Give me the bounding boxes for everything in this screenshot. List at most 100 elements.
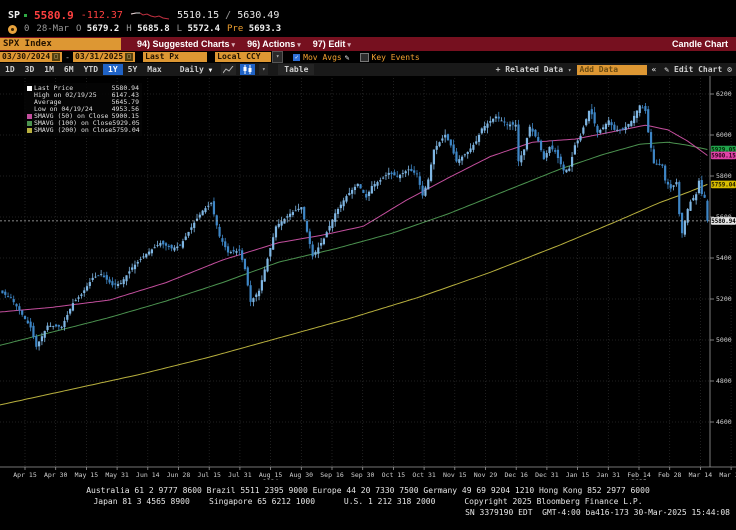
legend-marker — [27, 121, 32, 126]
related-data-button[interactable]: + Related Data ▾ — [495, 65, 572, 74]
date-from-field[interactable]: 03/30/2024 □ — [0, 52, 63, 62]
calendar-icon[interactable]: □ — [125, 53, 134, 61]
intraday-sparkline — [130, 12, 170, 19]
line-chart-icon[interactable] — [221, 64, 237, 75]
candle-chart-icon[interactable] — [240, 64, 256, 75]
svg-text:Dec 16: Dec 16 — [504, 471, 528, 479]
price-chart-canvas[interactable]: 620060005800560054005200500048004600Apr … — [0, 76, 736, 480]
market-status-icon — [8, 24, 17, 34]
collapse-panel-icon[interactable]: « — [651, 65, 657, 74]
currency-select[interactable]: Local CCY — [215, 52, 272, 62]
table-button[interactable]: Table — [278, 64, 315, 75]
range-separator: / — [225, 10, 232, 21]
add-data-input[interactable]: Add Data — [576, 64, 647, 75]
open-label: O — [75, 24, 82, 34]
range-tab-ytd[interactable]: YTD — [83, 65, 99, 74]
menu-suggested-charts[interactable]: 94) Suggested Charts ▾ — [137, 39, 236, 49]
price-change: -112.37 — [80, 10, 123, 21]
svg-text:5929.05: 5929.05 — [711, 148, 736, 154]
svg-text:Oct 15: Oct 15 — [382, 471, 406, 479]
chart-toolbar: 03/30/2024 □ - 03/31/2025 □ Last Px Local … — [0, 51, 736, 63]
range-tab-6m[interactable]: 6M — [63, 65, 74, 74]
menu-edit[interactable]: 97) Edit ▾ — [312, 39, 351, 49]
quote-ohlc-row: 0 28-Mar O 5679.2 H 5685.8 L 5572.4 Pre … — [8, 23, 736, 35]
key-events-checkbox[interactable] — [359, 52, 369, 62]
svg-text:Sep 30: Sep 30 — [351, 471, 375, 479]
footer-contact-line-1: Australia 61 2 9777 8600 Brazil 5511 239… — [86, 486, 650, 495]
legend-label: SMAVG (100) on Close — [34, 119, 113, 127]
high-value: 5685.8 — [137, 24, 170, 34]
mov-avgs-label[interactable]: Mov Avgs — [303, 52, 342, 62]
legend-value: 5900.15 — [111, 112, 139, 120]
period-select[interactable]: Daily ▼ — [179, 65, 213, 74]
session-flag: 0 — [24, 24, 30, 34]
tick-indicator-icon — [24, 14, 28, 17]
legend-row: SMAVG (200) on Close 5759.04 — [27, 126, 140, 134]
menu-actions[interactable]: 96) Actions ▾ — [247, 39, 301, 49]
svg-text:5900.15: 5900.15 — [711, 154, 736, 160]
quote-header-row: SP 5580.9 -112.37 5510.15 / 5630.49 — [8, 9, 736, 22]
range-tab-1y[interactable]: 1Y — [103, 64, 123, 75]
legend-row: SMAVG (50) on Close 5900.15 — [27, 113, 139, 120]
svg-text:5400: 5400 — [716, 254, 732, 262]
legend-value: 5645.79 — [111, 98, 139, 106]
range-tab-1d[interactable]: 1D — [5, 65, 15, 74]
open-value: 5679.2 — [86, 24, 120, 34]
svg-text:5580.94: 5580.94 — [711, 219, 736, 225]
svg-text:6200: 6200 — [716, 90, 732, 98]
range-tab-max[interactable]: Max — [147, 65, 162, 74]
range-tabs: 1D 3D 1M 6M YTD 1Y 5Y Max — [0, 64, 167, 75]
day-range-high: 5630.49 — [237, 10, 280, 21]
svg-text:Aug 15: Aug 15 — [259, 471, 283, 479]
legend-marker — [27, 100, 32, 105]
svg-text:2024: 2024 — [263, 478, 279, 480]
svg-text:Apr 15: Apr 15 — [13, 471, 37, 479]
legend-label: SMAVG (200) on Close — [34, 126, 113, 134]
chevron-down-icon: ▾ — [231, 42, 236, 49]
svg-text:Jul 31: Jul 31 — [228, 471, 252, 479]
legend-label: Average — [34, 98, 62, 106]
pencil-icon[interactable]: ✎ — [344, 52, 350, 62]
range-tab-3d[interactable]: 3D — [24, 65, 35, 74]
currency-dropdown-button[interactable]: ▾ — [272, 51, 284, 63]
mov-avgs-checkbox[interactable]: ✓ — [293, 53, 301, 61]
svg-text:Feb 14: Feb 14 — [627, 471, 651, 479]
range-tab-1m[interactable]: 1M — [44, 65, 54, 74]
legend-row: Low on 04/19/24 4953.56 — [27, 106, 139, 113]
legend-label: SMAVG (50) on Close — [34, 112, 109, 120]
pre-value: 5693.3 — [248, 24, 282, 34]
svg-text:Jul 15: Jul 15 — [197, 471, 221, 479]
edit-chart-button[interactable]: ✎ Edit Chart — [664, 65, 723, 74]
pre-label: Pre — [227, 24, 244, 34]
menu-bar: SPX Index 94) Suggested Charts ▾ 96) Acti… — [0, 37, 736, 51]
legend-row: Average 5645.79 — [27, 99, 139, 106]
svg-text:5800: 5800 — [716, 172, 732, 180]
svg-text:May 31: May 31 — [105, 471, 129, 479]
svg-text:Mar 14: Mar 14 — [689, 471, 713, 479]
svg-text:May 15: May 15 — [75, 471, 99, 479]
security-input[interactable]: SPX Index — [0, 38, 121, 50]
legend-label: Low on 04/19/24 — [34, 105, 93, 113]
legend-row: High on 02/19/25 6147.43 — [27, 92, 139, 99]
price-field-select[interactable]: Last Px — [143, 52, 208, 62]
legend-value: 4953.56 — [111, 105, 139, 113]
svg-text:Apr 30: Apr 30 — [44, 471, 68, 479]
gear-icon[interactable]: ⚙ — [727, 65, 732, 74]
legend-value: 5929.05 — [112, 119, 140, 127]
date-to-field[interactable]: 03/31/2025 □ — [73, 52, 136, 62]
chart-style-dropdown[interactable]: ▾ — [259, 64, 269, 75]
key-events-label[interactable]: Key Events — [371, 52, 420, 62]
calendar-icon[interactable]: □ — [52, 53, 61, 61]
svg-text:2025: 2025 — [631, 478, 647, 480]
last-price: 5580.9 — [34, 9, 74, 22]
low-value: 5572.4 — [187, 24, 221, 34]
svg-text:Jan 31: Jan 31 — [597, 471, 621, 479]
svg-text:Jun 14: Jun 14 — [136, 471, 160, 479]
legend-marker — [27, 93, 32, 98]
chevron-down-icon: ▾ — [347, 42, 351, 49]
legend-row: Last Price 5580.94 — [27, 85, 139, 92]
svg-text:5000: 5000 — [716, 336, 732, 344]
day-range-low: 5510.15 — [176, 10, 220, 21]
high-label: H — [126, 24, 132, 34]
range-tab-5y[interactable]: 5Y — [127, 65, 138, 74]
